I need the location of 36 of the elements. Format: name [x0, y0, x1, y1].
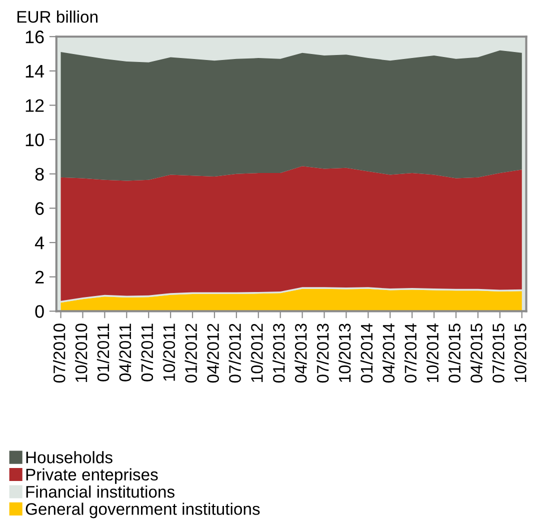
x-tick-label: 07/2013: [316, 324, 329, 383]
y-tick-label: 8: [35, 168, 44, 181]
y-tick-label: 14: [26, 65, 44, 78]
legend-label: Private enteprises: [26, 468, 158, 484]
y-tick-label: 10: [26, 134, 44, 146]
legend-label: General government institutions: [26, 502, 260, 518]
y-tick-label: 2: [35, 270, 44, 284]
x-tick-label: 07/2010: [53, 324, 66, 383]
x-tick-label: 10/2013: [338, 324, 351, 382]
x-tick-label: 01/2013: [272, 324, 285, 383]
x-tick-label: 01/2014: [360, 323, 373, 383]
y-tick-label: 16: [26, 30, 44, 44]
y-tick-label: 0: [35, 305, 44, 318]
x-tick-label: 01/2012: [184, 324, 197, 383]
x-tick-label: 10/2014: [426, 323, 439, 382]
x-tick-label: 04/2013: [294, 324, 307, 383]
x-tick-label: 10/2010: [74, 324, 88, 382]
y-axis-title: EUR billion: [17, 10, 98, 23]
x-tick-label: 01/2015: [448, 324, 460, 383]
y-tick-label: 4: [34, 236, 44, 250]
x-tick-label: 07/2014: [404, 323, 417, 383]
x-tick-label: 04/2011: [118, 324, 132, 382]
x-tick-label: 10/2011: [162, 324, 176, 381]
x-tick-label: 07/2011: [140, 324, 154, 382]
x-tick-label: 07/2012: [228, 324, 241, 383]
y-tick-label: 12: [26, 99, 44, 112]
x-tick-label: 07/2015: [492, 324, 504, 383]
legend-label: Households: [26, 451, 112, 464]
y-tick-label: 6: [35, 202, 44, 215]
x-tick-label: 10/2012: [250, 324, 263, 382]
x-tick-label: 01/2011: [96, 324, 110, 382]
x-tick-label: 04/2014: [382, 323, 395, 383]
x-tick-label: 04/2012: [206, 324, 219, 383]
x-tick-label: 04/2015: [470, 324, 482, 383]
legend-label: Financial institutions: [26, 485, 174, 498]
x-tick-label: 10/2015: [514, 324, 526, 382]
